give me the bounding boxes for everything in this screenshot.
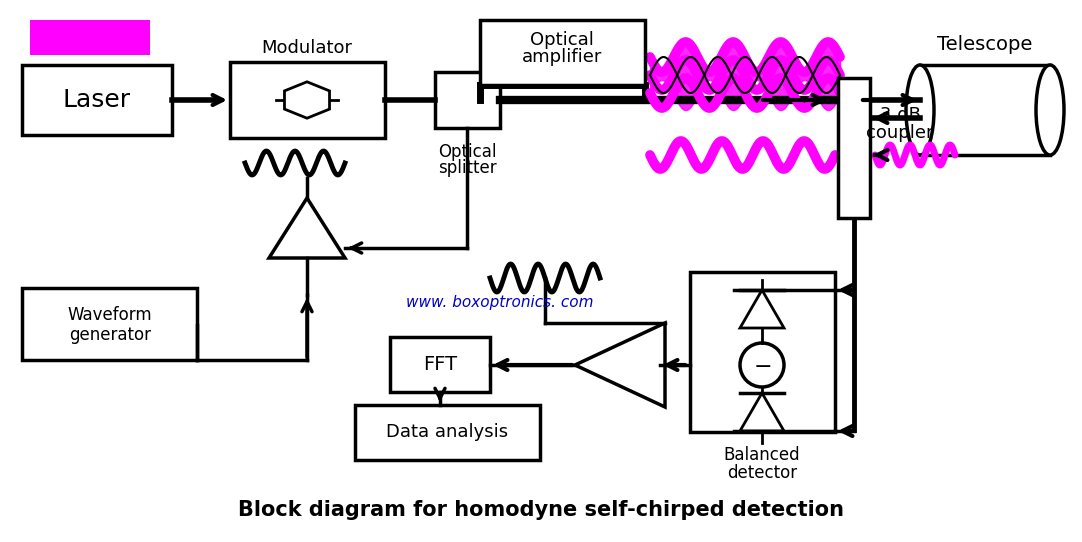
Text: $-$: $-$	[753, 355, 771, 375]
Text: Telescope: Telescope	[937, 35, 1032, 55]
Text: coupler: coupler	[867, 124, 934, 142]
Bar	[30, 20, 150, 55]
Text: Laser: Laser	[63, 88, 131, 112]
Bar	[22, 288, 197, 360]
Ellipse shape	[1035, 65, 1064, 155]
Bar	[355, 405, 540, 460]
Bar	[435, 72, 500, 128]
Text: splitter: splitter	[438, 159, 497, 177]
Text: Waveform: Waveform	[68, 306, 153, 324]
Text: Data analysis: Data analysis	[386, 423, 509, 441]
Text: FFT: FFT	[423, 356, 457, 375]
Bar	[480, 20, 645, 85]
Text: Modulator: Modulator	[262, 39, 353, 57]
Bar	[837, 78, 870, 218]
Bar	[230, 62, 385, 138]
Text: www. boxoptronics. com: www. boxoptronics. com	[406, 294, 594, 309]
Text: Block diagram for homodyne self-chirped detection: Block diagram for homodyne self-chirped …	[238, 500, 844, 520]
Bar	[390, 337, 490, 392]
Text: generator: generator	[69, 326, 151, 344]
Text: detector: detector	[727, 464, 797, 482]
Text: amplifier: amplifier	[522, 48, 603, 66]
Bar	[22, 65, 172, 135]
Ellipse shape	[906, 65, 934, 155]
Text: Optical: Optical	[438, 143, 497, 161]
Text: 3 dB: 3 dB	[880, 106, 921, 124]
Text: Balanced: Balanced	[724, 446, 801, 464]
Bar	[690, 272, 835, 432]
Text: Optical: Optical	[530, 31, 594, 49]
Bar	[920, 65, 1050, 155]
